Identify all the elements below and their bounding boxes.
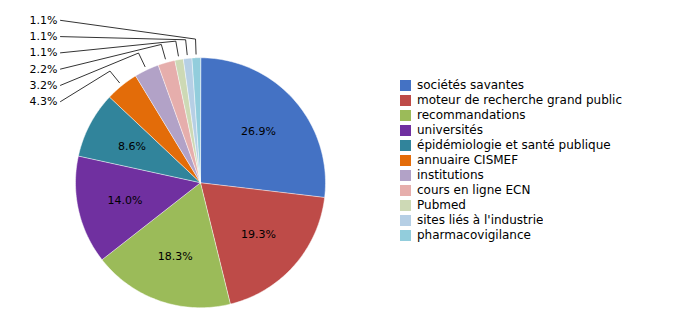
html-text:sociétés savantes: sociétés savantes: [417, 78, 525, 92]
svg-text:3.2%: 3.2%: [30, 79, 58, 92]
html-text:annuaire CISMEF: annuaire CISMEF: [417, 153, 519, 167]
html-text:moteur de recherche grand publ: moteur de recherche grand public: [417, 93, 622, 107]
svg-text:19.3%: 19.3%: [241, 228, 276, 241]
svg-text:2.2%: 2.2%: [30, 63, 58, 76]
html-text:Pubmed: Pubmed: [417, 198, 466, 212]
svg-text:14.0%: 14.0%: [107, 194, 142, 207]
svg-text:4.3%: 4.3%: [30, 95, 58, 108]
svg-text:8.6%: 8.6%: [118, 140, 146, 153]
svg-text:1.1%: 1.1%: [30, 14, 58, 27]
html-text:sites liés à l'industrie: sites liés à l'industrie: [417, 213, 544, 227]
svg-text:1.1%: 1.1%: [30, 30, 58, 43]
svg-text:18.3%: 18.3%: [158, 250, 193, 263]
svg-text:26.9%: 26.9%: [241, 125, 276, 138]
html-text:recommandations: recommandations: [417, 108, 526, 122]
html-text:épidémiologie et santé publiqu: épidémiologie et santé publique: [417, 138, 611, 152]
html-text:cours en ligne ECN: cours en ligne ECN: [417, 183, 531, 197]
html-text:institutions: institutions: [417, 168, 484, 182]
html-text:pharmacovigilance: pharmacovigilance: [417, 228, 531, 242]
svg-text:1.1%: 1.1%: [30, 46, 58, 59]
html-text:universités: universités: [417, 123, 483, 137]
